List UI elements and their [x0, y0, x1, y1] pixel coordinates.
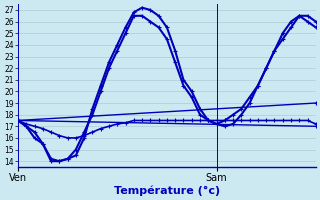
X-axis label: Température (°c): Température (°c)	[114, 185, 220, 196]
